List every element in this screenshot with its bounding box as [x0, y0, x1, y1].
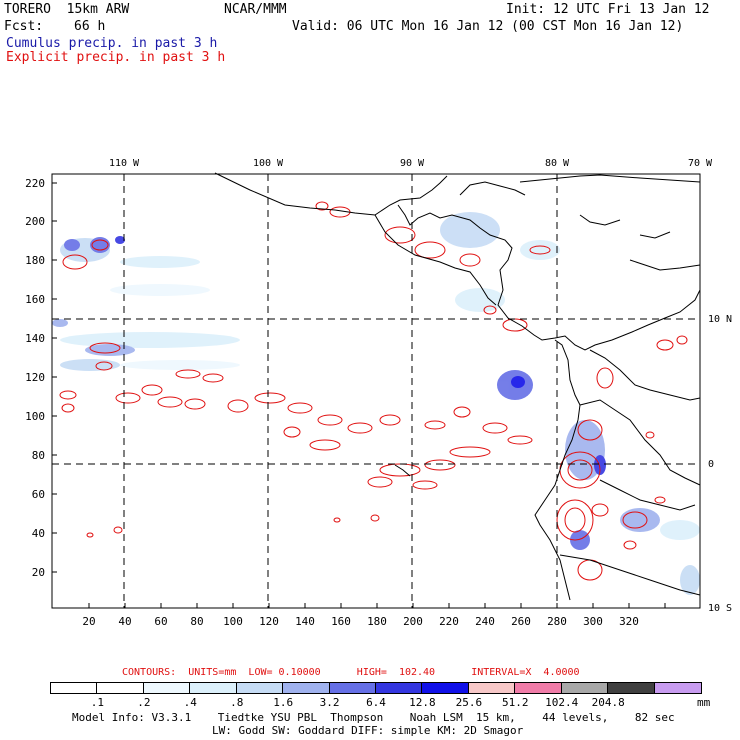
lon-label: 90 W	[400, 158, 425, 169]
organization-label: NCAR/MMM	[224, 2, 287, 17]
y-tick-label: 180	[25, 254, 45, 267]
x-axis-ticks	[88, 603, 666, 608]
y-tick-label: 200	[25, 215, 45, 228]
map-frame	[51, 173, 701, 609]
x-tick-label: 100	[223, 615, 243, 628]
x-tick-label: 120	[259, 615, 279, 628]
y-tick-label: 140	[25, 332, 45, 345]
x-tick-label: 20	[82, 615, 95, 628]
color-scale-label: 204.8	[591, 696, 625, 709]
color-scale-box	[561, 683, 609, 693]
color-scale-box	[654, 683, 701, 693]
x-tick-label: 60	[154, 615, 167, 628]
color-scale-label: 6.4	[366, 696, 386, 709]
color-scale-box	[283, 683, 330, 693]
color-scale-box	[468, 683, 516, 693]
color-scale-label: 102.4	[545, 696, 579, 709]
forecast-hours: 66 h	[74, 19, 106, 34]
lat-label: 10 S	[708, 603, 732, 614]
lon-label: 100 W	[253, 158, 284, 169]
color-scale-box	[376, 683, 423, 693]
lon-label: 70 W	[688, 158, 713, 169]
color-scale-label: 3.2	[319, 696, 340, 709]
lon-label: 110 W	[109, 158, 140, 169]
color-scale-box	[608, 683, 655, 693]
coastlines	[214, 172, 701, 601]
color-scale-label: .4	[183, 696, 197, 709]
explicit-precip-contours	[59, 201, 688, 581]
y-tick-label: 160	[25, 293, 45, 306]
y-tick-label: 220	[25, 177, 45, 190]
cumulus-precip-shading	[52, 212, 700, 595]
lat-lon-grid	[52, 174, 700, 608]
lon-label: 80 W	[545, 158, 570, 169]
x-tick-label: 140	[295, 615, 315, 628]
y-tick-label: 120	[25, 371, 45, 384]
x-tick-label: 240	[475, 615, 495, 628]
color-scale-label: 12.8	[409, 696, 436, 709]
x-tick-label: 220	[439, 615, 459, 628]
lat-label: 10 N	[708, 314, 732, 325]
forecast-label: Fcst:	[4, 19, 44, 34]
x-tick-label: 160	[331, 615, 351, 628]
scale-units: mm	[697, 696, 711, 709]
y-tick-label: 80	[32, 449, 45, 462]
color-scale-label: 25.6	[455, 696, 483, 709]
init-time: Init: 12 UTC Fri 13 Jan 12	[506, 2, 710, 17]
color-scale-box	[329, 683, 376, 693]
y-tick-label: 40	[32, 527, 45, 540]
color-scale-box	[97, 683, 144, 693]
color-scale-label: .2	[137, 696, 151, 709]
color-scale-box	[515, 683, 562, 693]
x-tick-label: 320	[619, 615, 639, 628]
x-tick-label: 80	[190, 615, 203, 628]
x-tick-label: 280	[547, 615, 567, 628]
color-scale-box	[422, 683, 469, 693]
lat-label: 0	[708, 459, 714, 470]
precip-color-scale	[50, 682, 702, 694]
model-title: TORERO 15km ARW	[4, 2, 130, 17]
color-scale-box	[143, 683, 191, 693]
y-axis-ticks	[52, 182, 57, 573]
contours-info: CONTOURS: UNITS=mm LOW= 0.10000 HIGH= 10…	[122, 667, 580, 678]
explicit-precip-legend: Explicit precip. in past 3 h	[6, 50, 226, 65]
color-scale-label: .8	[230, 696, 244, 709]
color-scale-box	[190, 683, 237, 693]
y-tick-label: 60	[32, 488, 45, 501]
y-tick-label: 20	[32, 566, 45, 579]
model-info: Model Info: V3.3.1 Tiedtke YSU PBL Thomp…	[72, 711, 675, 724]
cumulus-precip-legend: Cumulus precip. in past 3 h	[6, 36, 218, 51]
color-scale-label: 51.2	[502, 696, 529, 709]
color-scale-label: 1.6	[273, 696, 294, 709]
y-tick-label: 100	[25, 410, 45, 423]
model-physics: LW: Godd SW: Goddard DIFF: simple KM: 2D…	[212, 724, 524, 737]
valid-time: Valid: 06 UTC Mon 16 Jan 12 (00 CST Mon …	[292, 19, 684, 34]
x-tick-label: 40	[118, 615, 131, 628]
color-scale-label: .1	[90, 696, 105, 709]
x-tick-label: 180	[367, 615, 387, 628]
x-tick-label: 300	[583, 615, 603, 628]
x-tick-label: 200	[403, 615, 423, 628]
color-scale-box	[236, 683, 284, 693]
color-scale-box	[51, 683, 98, 693]
x-tick-label: 260	[511, 615, 531, 628]
